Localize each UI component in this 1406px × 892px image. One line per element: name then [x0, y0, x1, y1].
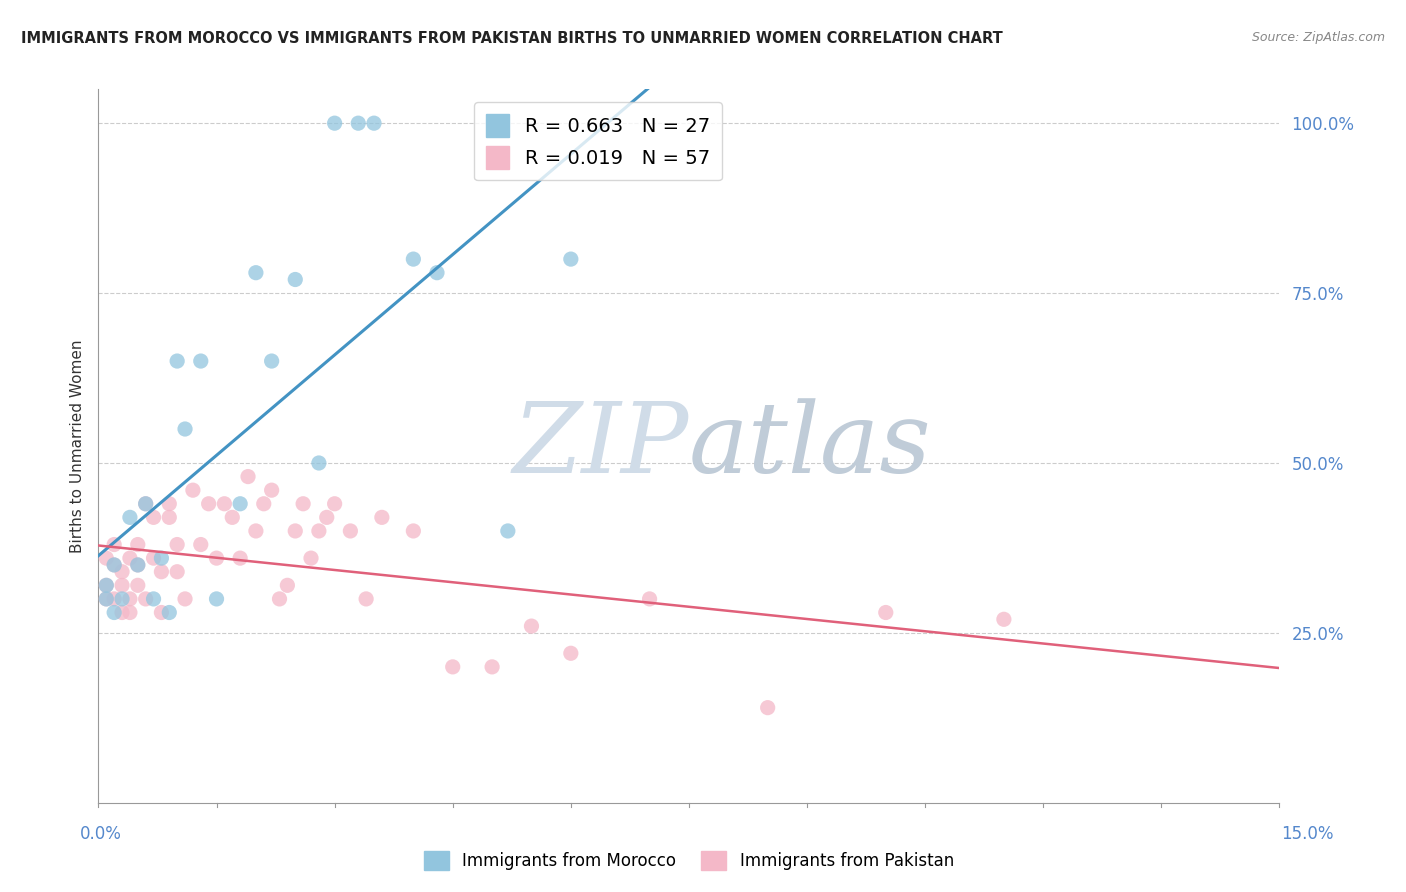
Point: [308, 456, 330, 470]
Point: [127, 578, 149, 592]
Point: [127, 537, 149, 551]
Point: [299, 551, 322, 566]
Point: [103, 606, 125, 620]
Point: [181, 483, 204, 498]
Point: [260, 354, 283, 368]
Point: [111, 578, 134, 592]
Text: atlas: atlas: [689, 399, 932, 493]
Point: [111, 606, 134, 620]
Point: [174, 591, 197, 606]
Point: [245, 524, 267, 538]
Point: [229, 497, 252, 511]
Point: [292, 497, 315, 511]
Point: [481, 660, 503, 674]
Point: [354, 591, 377, 606]
Point: [118, 510, 141, 524]
Point: [426, 266, 449, 280]
Point: [214, 497, 236, 511]
Text: 15.0%: 15.0%: [1281, 825, 1334, 843]
Point: [205, 551, 228, 566]
Point: [402, 252, 425, 266]
Point: [157, 497, 180, 511]
Point: [96, 551, 118, 566]
Point: [96, 578, 118, 592]
Point: [103, 537, 125, 551]
Point: [253, 497, 276, 511]
Point: [150, 551, 173, 566]
Point: [142, 551, 165, 566]
Point: [308, 524, 330, 538]
Point: [496, 524, 519, 538]
Point: [103, 591, 125, 606]
Point: [118, 551, 141, 566]
Point: [229, 551, 252, 566]
Point: [441, 660, 464, 674]
Point: [150, 565, 173, 579]
Point: [315, 510, 337, 524]
Point: [756, 700, 779, 714]
Point: [323, 497, 346, 511]
Point: [284, 524, 307, 538]
Point: [111, 591, 134, 606]
Point: [135, 591, 157, 606]
Point: [166, 354, 188, 368]
Text: 0.0%: 0.0%: [80, 825, 122, 843]
Point: [127, 558, 149, 572]
Point: [560, 646, 582, 660]
Point: [166, 565, 188, 579]
Point: [402, 524, 425, 538]
Point: [221, 510, 243, 524]
Point: [166, 537, 188, 551]
Point: [142, 591, 165, 606]
Point: [135, 497, 157, 511]
Point: [197, 497, 219, 511]
Point: [157, 510, 180, 524]
Legend: Immigrants from Morocco, Immigrants from Pakistan: Immigrants from Morocco, Immigrants from…: [418, 844, 960, 877]
Point: [96, 591, 118, 606]
Point: [347, 116, 370, 130]
Point: [127, 558, 149, 572]
Point: [142, 510, 165, 524]
Point: [276, 578, 298, 592]
Point: [323, 116, 346, 130]
Text: IMMIGRANTS FROM MOROCCO VS IMMIGRANTS FROM PAKISTAN BIRTHS TO UNMARRIED WOMEN CO: IMMIGRANTS FROM MOROCCO VS IMMIGRANTS FR…: [21, 31, 1002, 46]
Point: [118, 606, 141, 620]
Point: [638, 591, 661, 606]
Point: [363, 116, 385, 130]
Text: ZIP: ZIP: [513, 399, 689, 493]
Point: [520, 619, 543, 633]
Point: [993, 612, 1015, 626]
Point: [103, 558, 125, 572]
Point: [174, 422, 197, 436]
Point: [111, 565, 134, 579]
Point: [260, 483, 283, 498]
Point: [96, 578, 118, 592]
Y-axis label: Births to Unmarried Women: Births to Unmarried Women: [69, 339, 84, 553]
Point: [190, 537, 212, 551]
Point: [236, 469, 259, 483]
Point: [135, 497, 157, 511]
Point: [245, 266, 267, 280]
Point: [875, 606, 897, 620]
Point: [118, 591, 141, 606]
Text: Source: ZipAtlas.com: Source: ZipAtlas.com: [1251, 31, 1385, 45]
Point: [339, 524, 361, 538]
Point: [560, 252, 582, 266]
Point: [103, 558, 125, 572]
Point: [96, 591, 118, 606]
Point: [150, 606, 173, 620]
Point: [157, 606, 180, 620]
Point: [205, 591, 228, 606]
Point: [190, 354, 212, 368]
Point: [371, 510, 394, 524]
Point: [269, 591, 291, 606]
Point: [284, 272, 307, 286]
